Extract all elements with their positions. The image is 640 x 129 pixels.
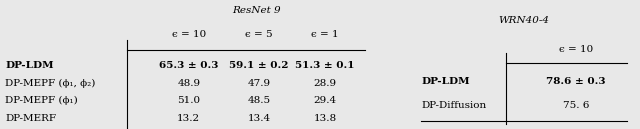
Text: 47.9: 47.9 (248, 79, 271, 88)
Text: ϵ = 10: ϵ = 10 (559, 45, 593, 54)
Text: 13.4: 13.4 (248, 114, 271, 123)
Text: 13.2: 13.2 (177, 114, 200, 123)
Text: 78.6 ± 0.3: 78.6 ± 0.3 (547, 77, 605, 86)
Text: 28.9: 28.9 (314, 79, 337, 88)
Text: DP-LDM: DP-LDM (5, 61, 54, 70)
Text: ϵ = 10: ϵ = 10 (172, 30, 206, 39)
Text: DP-MEPF (ϕ₁, ϕ₂): DP-MEPF (ϕ₁, ϕ₂) (5, 79, 95, 88)
Text: DP-Diffusion: DP-Diffusion (421, 101, 486, 110)
Text: 51.3 ± 0.1: 51.3 ± 0.1 (296, 61, 355, 70)
Text: DP-LDM: DP-LDM (421, 77, 470, 86)
Text: 29.4: 29.4 (314, 96, 337, 105)
Text: 75. 6: 75. 6 (563, 101, 589, 110)
Text: 65.3 ± 0.3: 65.3 ± 0.3 (159, 61, 218, 70)
Text: ResNet 9: ResNet 9 (233, 6, 281, 15)
Text: 48.9: 48.9 (177, 79, 200, 88)
Text: DP-MERF: DP-MERF (5, 114, 56, 123)
Text: 48.5: 48.5 (248, 96, 271, 105)
Text: 59.1 ± 0.2: 59.1 ± 0.2 (230, 61, 289, 70)
Text: WRN40-4: WRN40-4 (499, 16, 550, 25)
Text: DP-MEPF (ϕ₁): DP-MEPF (ϕ₁) (5, 96, 78, 105)
Text: ϵ = 1: ϵ = 1 (311, 30, 339, 39)
Text: 51.0: 51.0 (177, 96, 200, 105)
Text: ϵ = 5: ϵ = 5 (245, 30, 273, 39)
Text: 13.8: 13.8 (314, 114, 337, 123)
